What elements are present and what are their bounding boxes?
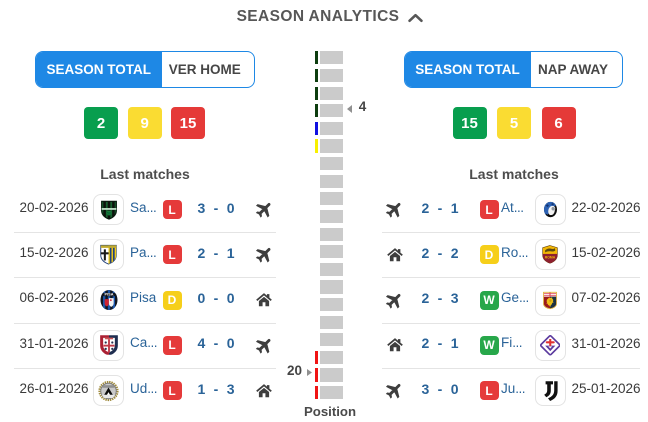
svg-text:ROMA: ROMA bbox=[545, 256, 556, 260]
svg-text:50: 50 bbox=[106, 210, 111, 215]
svg-text:PISA: PISA bbox=[104, 293, 113, 297]
